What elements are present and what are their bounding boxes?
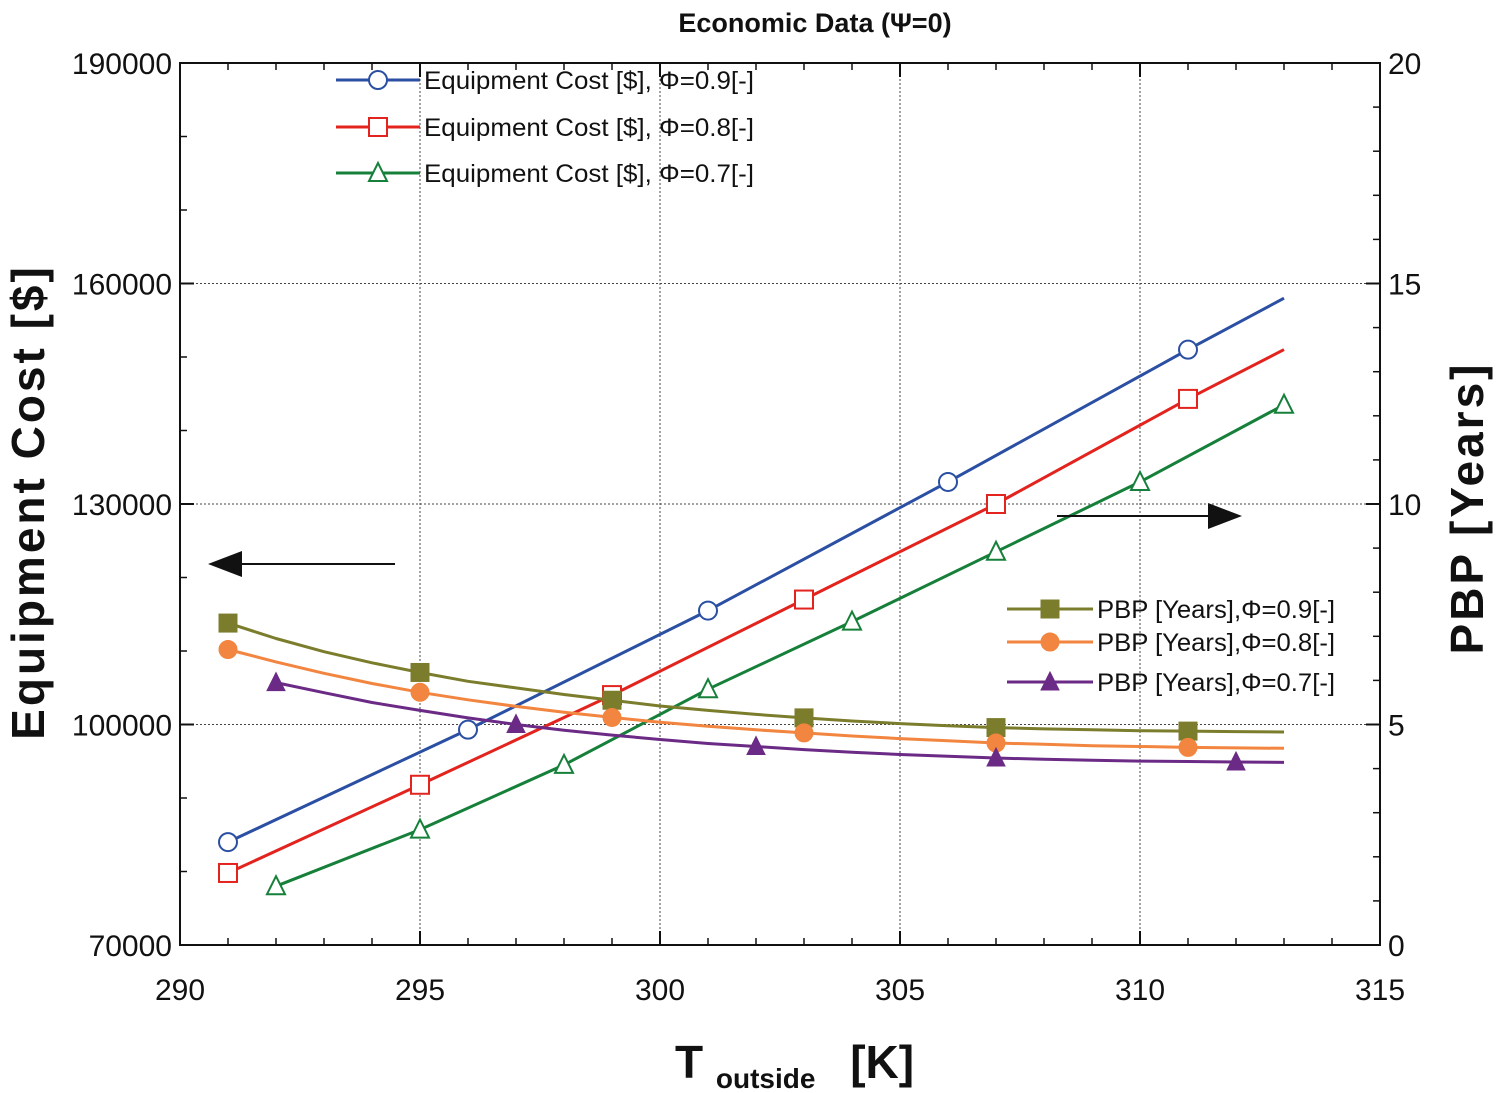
data-point [794,723,814,743]
series-line [275,403,1285,888]
data-point [506,713,526,733]
data-point [218,613,238,633]
legend-label: PBP [Years],Φ=0.7[-] [1097,669,1335,697]
data-point [458,719,478,740]
data-point [697,676,719,699]
data-point [794,589,814,610]
series-line [227,648,1285,750]
data-point [1178,721,1198,741]
legend-label: PBP [Years],Φ=0.9[-] [1097,596,1335,624]
data-point [1129,469,1151,491]
y-left-tick-label: 160000 [72,269,172,302]
legend-marker [368,70,388,90]
axis-ticks: 290 295 300 305 310 315 70000 100000 130000 16000… [72,48,1421,1007]
data-point [698,600,718,621]
data-point [1178,388,1198,409]
y-right-tick-label: 0 [1388,930,1405,963]
data-point [410,662,430,682]
data-point [265,873,287,896]
legends: Equipment Cost [$], Φ=0.9[-] Equipment Co… [336,67,1335,697]
legend-label: Equipment Cost [$], Φ=0.7[-] [424,160,754,188]
data-point [746,735,766,756]
data-point [218,862,238,883]
series-3 [265,392,1295,896]
data-point [1178,737,1198,757]
y-left-tick-label: 190000 [72,48,172,81]
x-tick-label: 310 [1115,974,1165,1007]
legend-entry-3: Equipment Cost [$], Φ=0.7[-] [336,160,754,188]
x-tick-label: 295 [395,974,445,1007]
data-point [410,774,430,795]
data-point [985,539,1007,561]
series-line [227,296,1285,844]
legend-marker [1040,632,1060,652]
y-right-tick-label: 10 [1388,489,1421,522]
data-point [553,752,575,774]
data-point [986,746,1006,767]
axis-arrows [208,503,1242,577]
x-tick-label: 305 [875,974,925,1007]
legend-marker [368,117,388,137]
data-point [218,640,238,660]
x-axis-title: T outside [K] [675,1036,914,1093]
left-axis-arrowhead [208,551,242,577]
legend-label: PBP [Years],Φ=0.8[-] [1097,629,1335,657]
x-axis-title-sub: outside [716,1063,816,1093]
data-point [986,494,1006,514]
y-left-tick-label: 70000 [89,930,172,963]
legend-entry-5: PBP [Years],Φ=0.8[-] [1007,629,1335,657]
x-axis-title-unit: [K] [850,1036,914,1088]
data-point [266,671,286,692]
legend-label: Equipment Cost [$], Φ=0.8[-] [424,114,754,142]
series-1 [218,296,1285,853]
y-right-tick-label: 5 [1388,710,1405,743]
legend-label: Equipment Cost [$], Φ=0.9[-] [424,67,754,95]
legend-entry-2: Equipment Cost [$], Φ=0.8[-] [336,114,754,142]
legend-marker [1040,670,1060,691]
data-point [1226,750,1246,771]
series-line [275,681,1285,764]
legend-entry-1: Equipment Cost [$], Φ=0.9[-] [336,67,754,95]
series-5 [218,640,1285,757]
right-axis-arrowhead [1208,503,1242,529]
data-point [938,471,958,492]
y-left-tick-label: 130000 [72,489,172,522]
legend-marker [367,160,389,182]
x-tick-label: 315 [1355,974,1405,1007]
y-left-tick-label: 100000 [72,710,172,743]
data-point [409,817,431,839]
series-line [227,621,1285,734]
x-tick-label: 300 [635,974,685,1007]
data-point [1273,392,1295,414]
data-point [218,832,238,853]
data-point [1178,339,1198,360]
legend-marker [1040,599,1060,619]
data-series [218,296,1295,896]
data-point [602,707,622,727]
legend-entry-4: PBP [Years],Φ=0.9[-] [1007,596,1335,624]
series-6 [266,671,1285,771]
series-4 [218,613,1285,741]
y-right-tick-label: 15 [1388,269,1421,302]
data-point [602,690,622,710]
data-point [841,609,863,631]
data-point [410,682,430,702]
legend-entry-6: PBP [Years],Φ=0.7[-] [1007,669,1335,697]
y-right-tick-label: 20 [1388,48,1421,81]
x-tick-label: 290 [155,974,205,1007]
right-axis-title: PBP [Years] [1441,362,1493,655]
chart-title: Economic Data (Ψ=0) [678,8,951,38]
left-axis-title: Equipment Cost [$] [2,264,54,740]
x-axis-title-main: T [675,1036,703,1088]
